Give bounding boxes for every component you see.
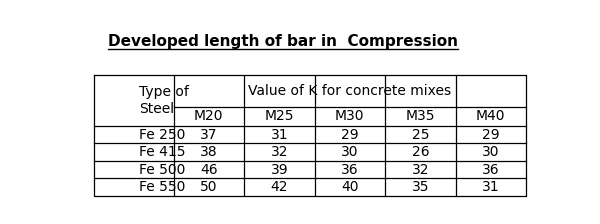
Text: Type of
Steel: Type of Steel <box>139 85 189 116</box>
Text: 31: 31 <box>482 180 500 194</box>
Text: 46: 46 <box>200 163 218 177</box>
Text: Fe 500: Fe 500 <box>139 163 185 177</box>
Text: 31: 31 <box>271 128 288 142</box>
Text: Fe 250: Fe 250 <box>139 128 185 142</box>
Text: 29: 29 <box>341 128 359 142</box>
Text: M25: M25 <box>265 109 294 123</box>
Text: M30: M30 <box>335 109 365 123</box>
Text: 32: 32 <box>412 163 429 177</box>
Text: 39: 39 <box>271 163 288 177</box>
Text: 30: 30 <box>341 145 359 159</box>
Text: 30: 30 <box>482 145 500 159</box>
Text: Fe 550: Fe 550 <box>139 180 185 194</box>
Text: 50: 50 <box>200 180 218 194</box>
Text: 36: 36 <box>341 163 359 177</box>
Text: M35: M35 <box>406 109 435 123</box>
Text: 25: 25 <box>412 128 429 142</box>
Text: 29: 29 <box>482 128 500 142</box>
Text: 35: 35 <box>412 180 429 194</box>
Text: Developed length of bar in  Compression: Developed length of bar in Compression <box>107 34 458 49</box>
Text: 37: 37 <box>200 128 218 142</box>
Text: 42: 42 <box>271 180 288 194</box>
Text: 26: 26 <box>412 145 429 159</box>
Text: M20: M20 <box>194 109 224 123</box>
Text: Value of K for concrete mixes: Value of K for concrete mixes <box>248 84 451 98</box>
Text: M40: M40 <box>476 109 506 123</box>
Text: Fe 415: Fe 415 <box>139 145 185 159</box>
Text: 40: 40 <box>341 180 359 194</box>
Text: 36: 36 <box>482 163 500 177</box>
Text: 38: 38 <box>200 145 218 159</box>
Text: 32: 32 <box>271 145 288 159</box>
